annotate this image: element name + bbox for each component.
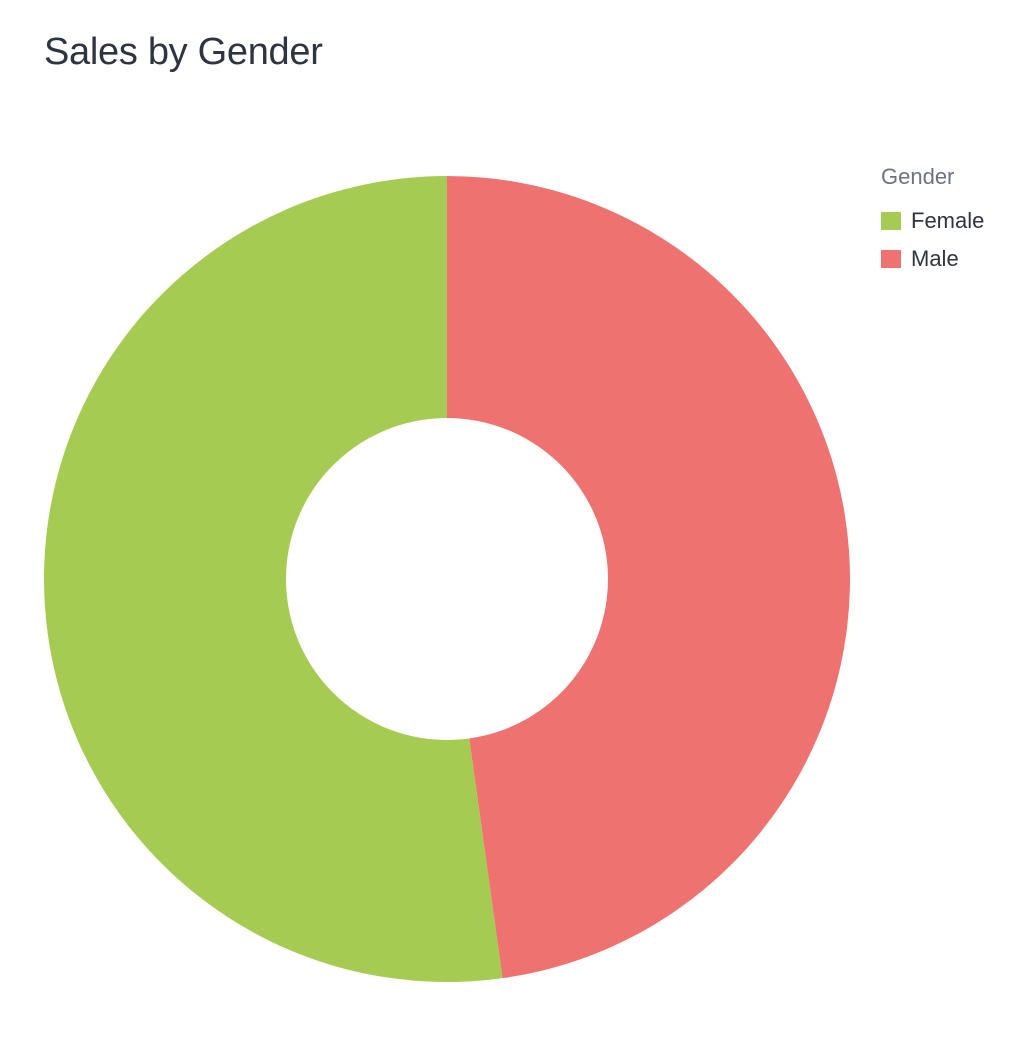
slice-male[interactable] [447,176,851,979]
donut-chart [44,176,851,982]
donut-slices [44,176,851,982]
legend: Gender Female Male [881,162,984,278]
chart-title: Sales by Gender [44,31,323,73]
legend-item-male[interactable]: Male [881,240,984,278]
legend-item-female[interactable]: Female [881,202,984,240]
legend-title: Gender [881,164,955,189]
legend-label-male: Male [911,246,959,271]
legend-swatch-male [881,250,901,268]
slice-female[interactable] [44,176,503,982]
legend-swatch-female [881,212,901,230]
legend-label-female: Female [911,208,985,233]
